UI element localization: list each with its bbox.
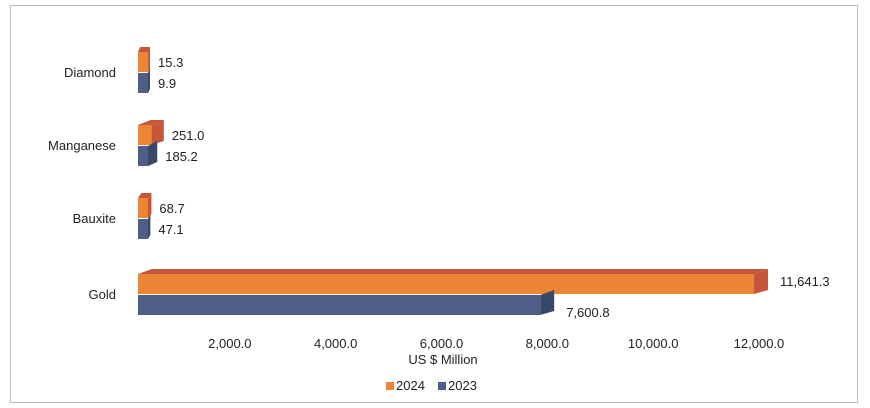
bar-2023-manganese (138, 146, 148, 166)
category-label: Bauxite (73, 211, 116, 226)
bar-side-face (148, 68, 150, 93)
x-tick-label: 2,000.0 (208, 336, 251, 351)
data-label: 185.2 (165, 149, 198, 164)
x-tick-label: 6,000.0 (420, 336, 463, 351)
data-label: 15.3 (158, 55, 183, 70)
x-tick-label: 10,000.0 (628, 336, 679, 351)
bar-top-face (138, 269, 768, 274)
bar-side-face (151, 120, 164, 145)
bar-2024-gold (138, 274, 754, 294)
data-label: 251.0 (172, 128, 205, 143)
bar-side-face (148, 47, 150, 72)
x-axis-label: US $ Million (408, 352, 477, 367)
bar-side-face (148, 193, 152, 218)
x-tick-label: 12,000.0 (734, 336, 785, 351)
bar-2024-diamond (138, 52, 148, 72)
bar-side-face (148, 141, 158, 166)
bar-2023-diamond (138, 73, 148, 93)
bar-side-face (148, 214, 151, 239)
bar-2023-bauxite (138, 219, 148, 239)
data-label: 7,600.8 (566, 305, 609, 320)
legend-label: 2024 (396, 378, 425, 393)
category-label: Diamond (64, 65, 116, 80)
x-tick-label: 4,000.0 (314, 336, 357, 351)
legend-label: 2023 (448, 378, 477, 393)
data-label: 68.7 (159, 201, 184, 216)
legend-swatch-2024 (386, 382, 394, 390)
bar-top-face (138, 193, 152, 198)
bar-side-face (754, 269, 768, 294)
bar-top-face (138, 120, 164, 125)
data-label: 9.9 (158, 76, 176, 91)
bar-2023-gold (138, 295, 541, 315)
category-label: Manganese (48, 138, 116, 153)
bar-top-face (138, 47, 150, 52)
bar-side-face (540, 290, 555, 315)
data-label: 47.1 (158, 222, 183, 237)
category-label: Gold (89, 287, 116, 302)
legend-swatch-2023 (438, 382, 446, 390)
bar-2024-bauxite (138, 198, 148, 218)
chart-frame (10, 5, 858, 403)
bar-2024-manganese (138, 125, 152, 145)
x-tick-label: 8,000.0 (526, 336, 569, 351)
data-label: 11,641.3 (780, 274, 830, 289)
